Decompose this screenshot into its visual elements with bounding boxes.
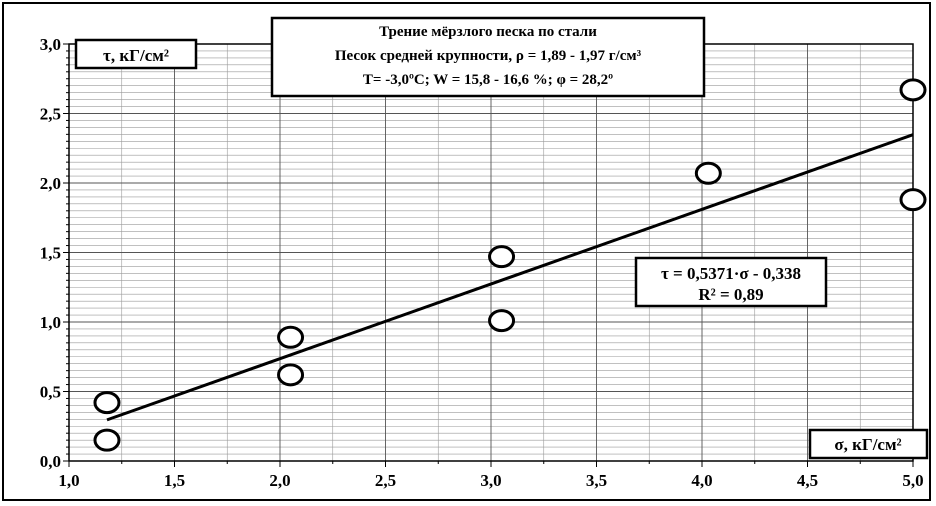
y-axis-label: τ, кГ/см² <box>103 46 169 65</box>
title-box: Трение мёрзлого песка по стали Песок сре… <box>270 16 706 98</box>
data-point <box>899 188 927 212</box>
y-axis-label-box: τ, кГ/см² <box>74 38 198 70</box>
x-tick-label: 4,5 <box>797 471 818 490</box>
x-axis-label: σ, кГ/см² <box>834 435 901 454</box>
data-point <box>93 428 121 452</box>
chart-subtitle-2: T= -3,0ºC; W = 15,8 - 16,6 %; φ = 28,2º <box>363 72 613 88</box>
y-tick-label: 0,0 <box>40 452 61 471</box>
x-axis-label-box: σ, кГ/см² <box>808 428 929 460</box>
data-point <box>694 161 722 185</box>
x-tick-label: 1,5 <box>164 471 185 490</box>
data-point <box>93 391 121 415</box>
y-tick-label: 2,0 <box>40 174 61 193</box>
x-tick-label: 3,0 <box>480 471 501 490</box>
x-tick-label: 1,0 <box>58 471 79 490</box>
major-grid <box>69 44 913 461</box>
x-tick-label: 2,0 <box>269 471 290 490</box>
y-tick-label: 3,0 <box>40 35 61 54</box>
trendline-r2: R² = 0,89 <box>698 285 763 304</box>
chart-frame: 1,0 1,5 2,0 2,5 3,0 3,5 4,0 4,5 5,0 0,0 0,5 1,0 1,5… <box>2 2 931 501</box>
trendline <box>106 133 914 422</box>
chart-title: Трение мёрзлого песка по стали <box>379 24 597 40</box>
y-tick-label: 2,5 <box>40 105 61 124</box>
y-tick-label: 1,0 <box>40 313 61 332</box>
x-tick-label: 2,5 <box>375 471 396 490</box>
x-tick-label: 3,5 <box>586 471 607 490</box>
data-point <box>488 309 516 333</box>
data-points <box>93 78 927 452</box>
data-point <box>277 325 305 349</box>
axis-ticks <box>63 43 914 467</box>
chart-svg: 1,0 1,5 2,0 2,5 3,0 3,5 4,0 4,5 5,0 0,0 0,5 1,0 1,5… <box>40 16 929 490</box>
y-tick-label: 0,5 <box>40 383 61 402</box>
y-tick-label: 1,5 <box>40 244 61 263</box>
y-tick-labels: 0,0 0,5 1,0 1,5 2,0 2,5 3,0 <box>40 35 61 471</box>
chart-subtitle-1: Песок средней крупности, ρ = 1,89 - 1,97… <box>335 48 642 64</box>
x-tick-label: 5,0 <box>902 471 923 490</box>
trendline-equation: τ = 0,5371·σ - 0,338 <box>661 264 801 283</box>
x-tick-labels: 1,0 1,5 2,0 2,5 3,0 3,5 4,0 4,5 5,0 <box>58 471 923 490</box>
data-point <box>899 78 927 102</box>
x-tick-label: 4,0 <box>691 471 712 490</box>
data-point <box>277 363 305 387</box>
equation-box: τ = 0,5371·σ - 0,338 R² = 0,89 <box>634 256 828 308</box>
data-point <box>488 245 516 269</box>
